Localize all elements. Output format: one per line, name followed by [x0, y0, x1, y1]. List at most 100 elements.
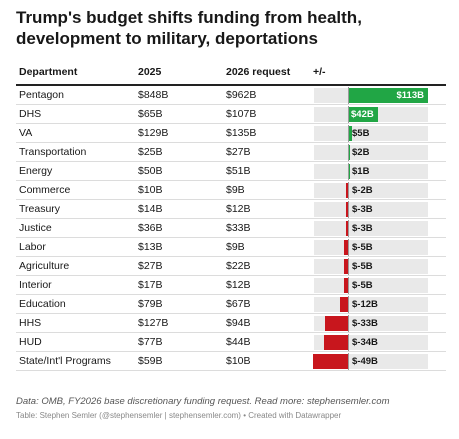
table-row: Treasury $14B $12B $-3B — [16, 200, 446, 219]
value-2026-cell: $27B — [226, 146, 251, 158]
value-2026-cell: $94B — [226, 317, 251, 329]
value-2025-cell: $13B — [138, 241, 163, 253]
change-bar — [313, 354, 348, 369]
change-label: $5B — [352, 128, 370, 139]
department-cell: Justice — [19, 222, 52, 234]
bar-track — [314, 240, 428, 255]
table-row: Agriculture $27B $22B $-5B — [16, 257, 446, 276]
table-row: State/Int'l Programs $59B $10B $-49B — [16, 352, 446, 371]
table-row: HHS $127B $94B $-33B — [16, 314, 446, 333]
department-cell: HHS — [19, 317, 42, 329]
value-2026-cell: $962B — [226, 89, 257, 101]
value-2025-cell: $129B — [138, 127, 169, 139]
zero-line — [348, 315, 349, 332]
department-cell: Treasury — [19, 203, 61, 215]
change-label: $-5B — [352, 242, 373, 253]
department-cell: Interior — [19, 279, 52, 291]
zero-line — [348, 144, 349, 161]
department-cell: Pentagon — [19, 89, 64, 101]
change-label: $113B — [396, 90, 424, 101]
table-row: VA $129B $135B $5B — [16, 124, 446, 143]
chart-title: Trump's budget shifts funding from healt… — [16, 8, 362, 48]
zero-line — [348, 163, 349, 180]
value-2026-cell: $12B — [226, 279, 251, 291]
table-row: Energy $50B $51B $1B — [16, 162, 446, 181]
value-2026-cell: $51B — [226, 165, 251, 177]
change-bar — [344, 278, 348, 293]
change-label: $-5B — [352, 280, 373, 291]
change-label: $-49B — [352, 356, 378, 367]
bar-track — [314, 164, 428, 179]
zero-line — [348, 353, 349, 370]
zero-line — [348, 201, 349, 218]
value-2026-cell: $107B — [226, 108, 257, 120]
change-label: $1B — [352, 166, 370, 177]
department-cell: DHS — [19, 108, 42, 120]
bar-track — [314, 221, 428, 236]
value-2026-cell: $22B — [226, 260, 251, 272]
value-2025-cell: $17B — [138, 279, 163, 291]
change-label: $-2B — [352, 185, 373, 196]
change-label: $2B — [352, 147, 370, 158]
change-bar — [348, 145, 350, 160]
value-2025-cell: $25B — [138, 146, 163, 158]
value-2025-cell: $65B — [138, 108, 163, 120]
change-label: $-3B — [352, 223, 373, 234]
department-cell: Commerce — [19, 184, 71, 196]
department-cell: Energy — [19, 165, 53, 177]
source-note[interactable]: Data: OMB, FY2026 base discretionary fun… — [16, 396, 390, 407]
zero-line — [348, 182, 349, 199]
change-label: $-34B — [352, 337, 378, 348]
bar-track — [314, 145, 428, 160]
bar-track — [314, 278, 428, 293]
value-2025-cell: $59B — [138, 355, 163, 367]
value-2026-cell: $9B — [226, 184, 245, 196]
table-row: DHS $65B $107B $42B — [16, 105, 446, 124]
department-cell: Labor — [19, 241, 46, 253]
value-2026-cell: $135B — [226, 127, 257, 139]
credit-note[interactable]: Table: Stephen Semler (@stephensemler | … — [16, 411, 342, 420]
bar-track — [314, 259, 428, 274]
zero-line — [348, 106, 349, 123]
change-bar — [323, 335, 348, 350]
value-2026-cell: $44B — [226, 336, 251, 348]
value-2025-cell: $14B — [138, 203, 163, 215]
change-bar — [348, 107, 378, 122]
change-bar — [324, 316, 348, 331]
zero-line — [348, 334, 349, 351]
department-cell: HUD — [19, 336, 42, 348]
value-2025-cell: $77B — [138, 336, 163, 348]
table-row: Education $79B $67B $-12B — [16, 295, 446, 314]
change-bar — [344, 259, 348, 274]
value-2025-cell: $50B — [138, 165, 163, 177]
table-row: Justice $36B $33B $-3B — [16, 219, 446, 238]
table-row: HUD $77B $44B $-34B — [16, 333, 446, 352]
zero-line — [348, 87, 349, 104]
header-rule — [16, 84, 446, 86]
change-label: $42B — [351, 109, 374, 120]
change-label: $-5B — [352, 261, 373, 272]
value-2026-cell: $10B — [226, 355, 251, 367]
table-row: Pentagon $848B $962B $113B — [16, 86, 446, 105]
department-cell: VA — [19, 127, 33, 139]
bar-track — [314, 202, 428, 217]
zero-line — [348, 258, 349, 275]
table-row: Commerce $10B $9B $-2B — [16, 181, 446, 200]
value-2025-cell: $10B — [138, 184, 163, 196]
column-header-department: Department — [19, 66, 78, 78]
zero-line — [348, 277, 349, 294]
table-row: Interior $17B $12B $-5B — [16, 276, 446, 295]
change-bar — [345, 221, 348, 236]
change-bar — [348, 88, 428, 103]
department-cell: Education — [19, 298, 66, 310]
table-row: Transportation $25B $27B $2B — [16, 143, 446, 162]
change-bar — [348, 164, 350, 179]
value-2025-cell: $79B — [138, 298, 163, 310]
value-2026-cell: $12B — [226, 203, 251, 215]
department-cell: State/Int'l Programs — [19, 355, 111, 367]
value-2025-cell: $27B — [138, 260, 163, 272]
department-cell: Transportation — [19, 146, 87, 158]
value-2026-cell: $33B — [226, 222, 251, 234]
change-label: $-12B — [352, 299, 378, 310]
value-2025-cell: $127B — [138, 317, 169, 329]
